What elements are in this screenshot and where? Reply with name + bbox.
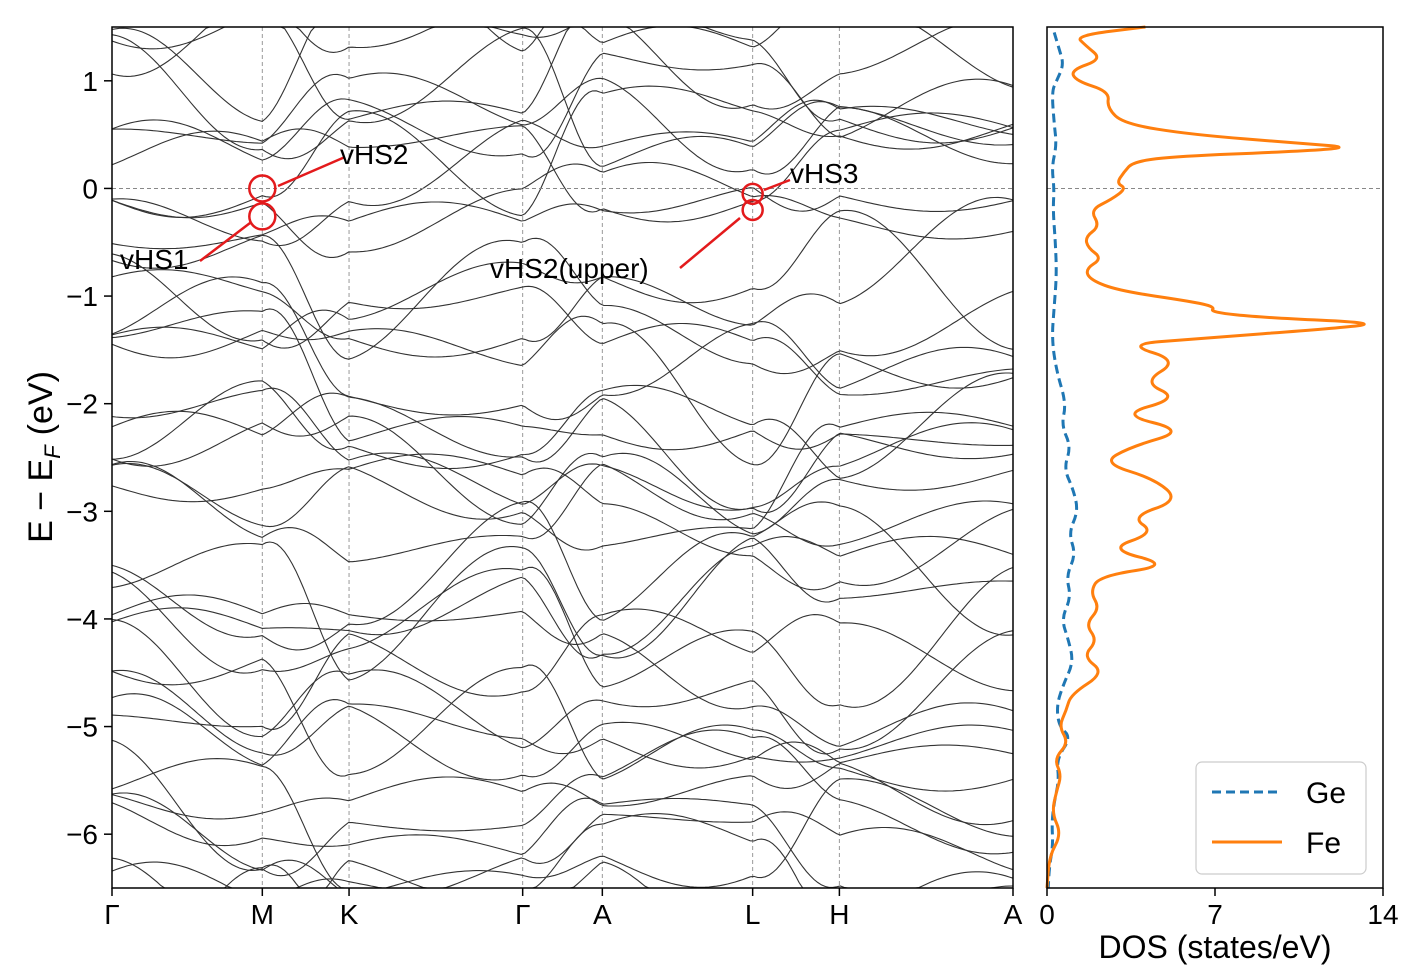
- k-point-label: Γ: [104, 899, 119, 930]
- band-line: [111, 387, 1014, 514]
- band-plot-frame: [111, 26, 1014, 889]
- band-line: [111, 26, 1013, 123]
- y-tick-label: −5: [66, 712, 98, 743]
- band-line: [111, 535, 1014, 659]
- y-tick-label: −6: [66, 819, 98, 850]
- y-axis-label-unit: (eV): [22, 371, 60, 435]
- band-line: [111, 729, 1014, 877]
- band-line: [111, 758, 1014, 889]
- band-line: [111, 85, 1014, 218]
- vhs-label: vHS3: [790, 158, 858, 189]
- vhs-annotations: vHS2 vHS1 vHS3 vHS2(upper): [120, 139, 858, 284]
- k-point-label: L: [745, 899, 761, 930]
- band-line: [111, 99, 1014, 247]
- dos-series-fe: [1045, 25, 1366, 889]
- band-line: [111, 618, 1014, 755]
- band-line: [111, 411, 1014, 551]
- vhs-marker-circle: [741, 198, 764, 222]
- band-line: [111, 308, 1014, 451]
- vhs-leader-line: [679, 217, 741, 269]
- legend-label-ge: Ge: [1306, 777, 1346, 810]
- vhs-marker-circle: [248, 202, 277, 231]
- y-axis-label-main: E − E: [22, 459, 60, 543]
- dos-panel: 0 7 14 DOS (states/eV) Ge Fe: [1039, 25, 1399, 965]
- dos-x-tick-label: 7: [1207, 899, 1223, 930]
- band-y-ticks: 1 0 −1 −2 −3 −4 −5 −6: [66, 66, 112, 850]
- vhs-leader-line: [763, 178, 791, 192]
- y-tick-label: −1: [66, 281, 98, 312]
- y-tick-label: −4: [66, 604, 98, 635]
- y-axis-label-subscript: F: [40, 444, 65, 459]
- band-line: [111, 608, 1014, 730]
- band-line: [111, 537, 1013, 681]
- band-line: [111, 415, 1014, 535]
- k-point-label: A: [1004, 899, 1023, 930]
- dos-legend: Ge Fe: [1195, 761, 1367, 875]
- band-line: [111, 253, 1014, 396]
- vhs-marker-circle: [741, 182, 764, 206]
- band-line: [111, 234, 1014, 375]
- dos-plot-area: [1047, 27, 1383, 888]
- band-line: [111, 209, 1014, 350]
- band-line: [111, 187, 1014, 250]
- band-line: [111, 460, 1014, 563]
- k-point-label: Γ: [515, 899, 530, 930]
- k-point-label: A: [593, 899, 612, 930]
- vhs-label: vHS2(upper): [490, 253, 649, 284]
- y-tick-label: −2: [66, 389, 98, 420]
- dos-x-axis-label: DOS (states/eV): [1099, 929, 1332, 965]
- vhs-marker-circle: [248, 174, 277, 203]
- vhs-label: vHS1: [120, 244, 188, 275]
- y-tick-label: 0: [82, 173, 98, 204]
- band-line: [111, 112, 1014, 223]
- band-line: [111, 196, 1014, 358]
- legend-box: [1195, 761, 1367, 875]
- band-line: [111, 693, 1014, 769]
- band-line: [111, 392, 1014, 510]
- y-tick-label: 1: [82, 66, 98, 97]
- k-point-label: K: [340, 899, 359, 930]
- legend-label-fe: Fe: [1306, 827, 1341, 860]
- dos-x-ticks: 0 7 14: [1039, 888, 1399, 930]
- k-point-label: H: [829, 899, 849, 930]
- k-point-label: M: [251, 899, 274, 930]
- band-line: [111, 669, 1014, 781]
- vhs-leader-line: [199, 222, 251, 262]
- band-line: [111, 500, 1014, 651]
- vhs-leader-line: [277, 155, 346, 188]
- band-line: [111, 658, 1014, 792]
- band-line: [111, 276, 1014, 421]
- vhs-label: vHS2: [340, 139, 408, 170]
- band-line: [111, 762, 1014, 826]
- band-line: [111, 778, 1014, 889]
- band-line: [111, 566, 1014, 708]
- band-y-axis-label: E − EF (eV): [22, 371, 65, 543]
- band-line: [111, 315, 1014, 466]
- dos-x-tick-label: 0: [1039, 899, 1055, 930]
- band-line: [111, 594, 1014, 747]
- y-tick-label: −3: [66, 496, 98, 527]
- band-line: [111, 372, 1014, 479]
- band-line: [111, 27, 1013, 167]
- dos-x-tick-label: 14: [1367, 899, 1398, 930]
